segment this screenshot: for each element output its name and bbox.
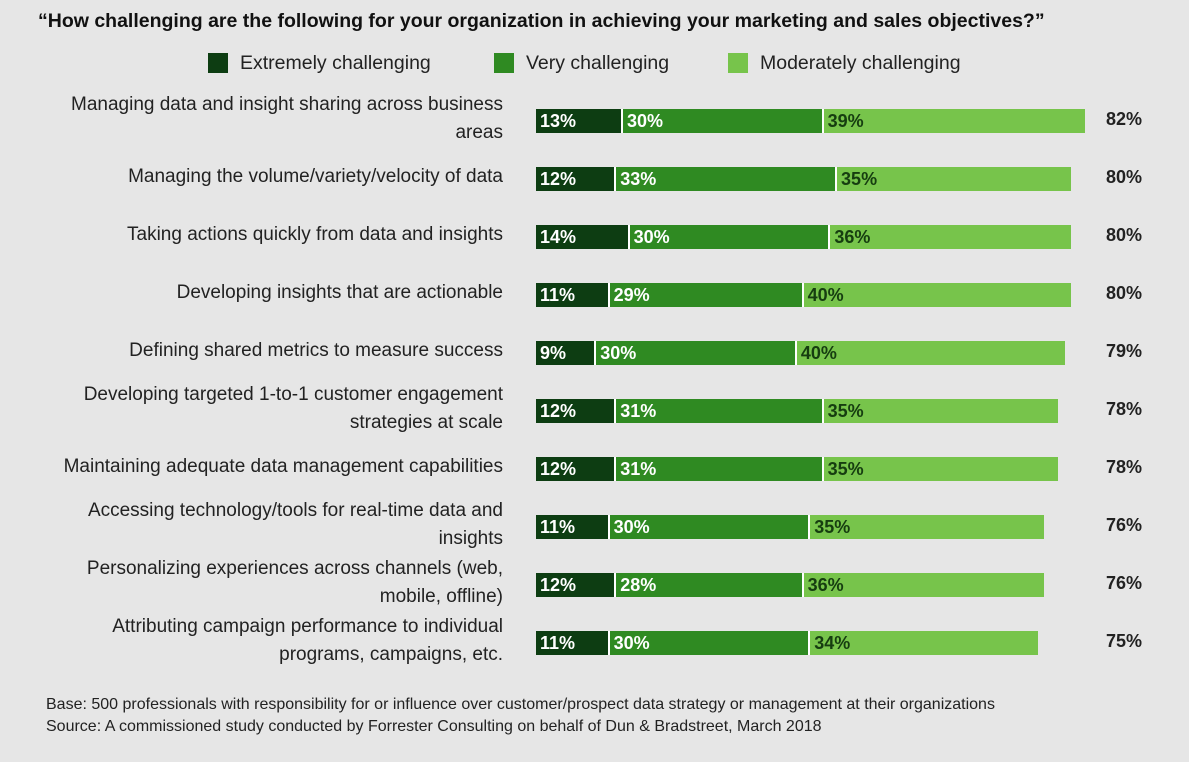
stacked-bar: 11% 30% 34% xyxy=(536,631,1038,655)
bar-segment: 30% xyxy=(629,225,831,249)
total-label: 78% xyxy=(1106,457,1143,477)
total-label: 82% xyxy=(1106,109,1143,129)
total-label: 80% xyxy=(1106,283,1143,303)
bar-segment: 12% xyxy=(536,573,617,597)
bar-segment: 14% xyxy=(536,225,630,249)
category-label: Maintaining adequate data management cap… xyxy=(63,456,503,477)
stacked-bar: 14% 30% 36% xyxy=(536,225,1072,249)
stacked-bar: 11% 29% 40% xyxy=(536,283,1072,307)
total-label: 79% xyxy=(1106,341,1143,361)
legend-item: Extremely challenging xyxy=(208,52,431,74)
bar-segment: 39% xyxy=(823,109,1085,133)
bar-segment: 35% xyxy=(823,457,1058,481)
total-label: 76% xyxy=(1106,515,1143,535)
category-label: Defining shared metrics to measure succe… xyxy=(129,340,503,361)
total-label: 80% xyxy=(1106,225,1143,245)
legend-label: Extremely challenging xyxy=(240,51,431,74)
bar-segment: 28% xyxy=(616,573,804,597)
legend-swatch xyxy=(208,53,228,73)
bar-segment: 33% xyxy=(616,167,838,191)
total-label: 75% xyxy=(1106,631,1143,651)
bar-segment: 40% xyxy=(796,341,1065,365)
bar-segment: 12% xyxy=(536,167,617,191)
bar-segment: 30% xyxy=(609,631,811,655)
bar-segment: 11% xyxy=(536,283,610,307)
bar-segment: 36% xyxy=(803,573,1045,597)
bar-segment: 30% xyxy=(622,109,824,133)
category-label: Taking actions quickly from data and ins… xyxy=(127,224,503,245)
chart-title: “How challenging are the following for y… xyxy=(38,10,1045,32)
total-label: 78% xyxy=(1106,399,1143,419)
category-label: Managing data and insight sharing across… xyxy=(71,94,503,143)
bar-segment: 40% xyxy=(803,283,1072,307)
stacked-bar: 9% 30% 40% xyxy=(536,341,1065,365)
bar-segment: 11% xyxy=(536,515,610,539)
stacked-bar: 11% 30% 35% xyxy=(536,515,1045,539)
bar-segment: 12% xyxy=(536,457,617,481)
bar-segment: 34% xyxy=(810,631,1038,655)
stacked-bar: 12% 31% 35% xyxy=(536,399,1058,423)
bar-segment: 36% xyxy=(830,225,1072,249)
stacked-bar: 12% 33% 35% xyxy=(536,167,1072,191)
footnote-base: Base: 500 professionals with responsibil… xyxy=(46,696,995,713)
category-label: Personalizing experiences across channel… xyxy=(86,558,503,607)
bar-segment: 35% xyxy=(837,167,1072,191)
bar-segment: 13% xyxy=(536,109,623,133)
legend-label: Very challenging xyxy=(526,51,670,74)
stacked-bar: 12% 31% 35% xyxy=(536,457,1058,481)
legend-item: Moderately challenging xyxy=(728,52,961,74)
bar-segment: 29% xyxy=(609,283,804,307)
bar-segment: 31% xyxy=(616,457,824,481)
legend-label: Moderately challenging xyxy=(760,51,961,74)
legend-item: Very challenging xyxy=(494,52,669,74)
bar-segment: 35% xyxy=(823,399,1058,423)
bar-segment: 11% xyxy=(536,631,610,655)
bar-segment: 12% xyxy=(536,399,617,423)
category-label: Accessing technology/tools for real-time… xyxy=(87,500,503,549)
bar-segment: 30% xyxy=(609,515,811,539)
footnote-source: Source: A commissioned study conducted b… xyxy=(46,718,822,735)
bar-segment: 35% xyxy=(810,515,1045,539)
category-label: Developing insights that are actionable xyxy=(176,282,503,303)
bar-segment: 9% xyxy=(536,341,597,365)
legend-swatch xyxy=(728,53,748,73)
bar-segment: 30% xyxy=(596,341,797,365)
category-label: Managing the volume/variety/velocity of … xyxy=(128,166,503,187)
bar-segment: 31% xyxy=(616,399,824,423)
stacked-bar: 13% 30% 39% xyxy=(536,109,1085,133)
category-label: Attributing campaign performance to indi… xyxy=(112,616,503,665)
total-label: 76% xyxy=(1106,573,1143,593)
category-label: Developing targeted 1-to-1 customer enga… xyxy=(83,384,503,433)
stacked-bar: 12% 28% 36% xyxy=(536,573,1045,597)
total-label: 80% xyxy=(1106,167,1143,187)
legend-swatch xyxy=(494,53,514,73)
